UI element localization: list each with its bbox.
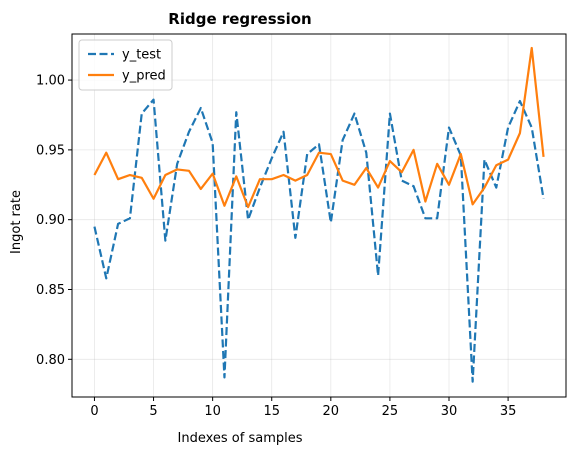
x-tick-label: 0 xyxy=(90,404,98,419)
series-line-y-pred xyxy=(93,46,545,209)
x-axis-title: Indexes of samples xyxy=(178,431,303,446)
series-line-y-test xyxy=(93,98,545,383)
chart-title: Ridge regression xyxy=(168,10,311,28)
legend-label: y_test xyxy=(122,48,161,63)
y-tick-label: 0.90 xyxy=(36,213,65,228)
x-tick-label: 30 xyxy=(441,404,458,419)
series-lines xyxy=(93,46,545,383)
legend-box xyxy=(78,39,173,91)
x-tick-label: 20 xyxy=(323,404,340,419)
y-tick-label: 0.95 xyxy=(36,143,65,158)
x-tick-label: 15 xyxy=(263,404,280,419)
y-axis-title: Ingot rate xyxy=(9,190,24,254)
plot-frame xyxy=(71,33,567,398)
y-tick-label: 0.85 xyxy=(36,283,65,298)
legend-label: y_pred xyxy=(122,69,166,84)
plot-area-background xyxy=(72,34,566,397)
y-tick-label: 0.80 xyxy=(36,353,65,368)
x-tick-label: 25 xyxy=(382,404,399,419)
y-axis-ticks: 0.80 0.85 0.90 0.95 1.00 xyxy=(36,74,72,368)
y-tick-label: 1.00 xyxy=(36,74,65,89)
x-tick-label: 10 xyxy=(204,404,221,419)
x-tick-label: 5 xyxy=(149,404,157,419)
x-tick-label: 35 xyxy=(500,404,517,419)
legend: y_test y_pred xyxy=(78,39,173,91)
x-axis-ticks: 0 5 10 15 20 25 30 35 xyxy=(90,397,516,419)
